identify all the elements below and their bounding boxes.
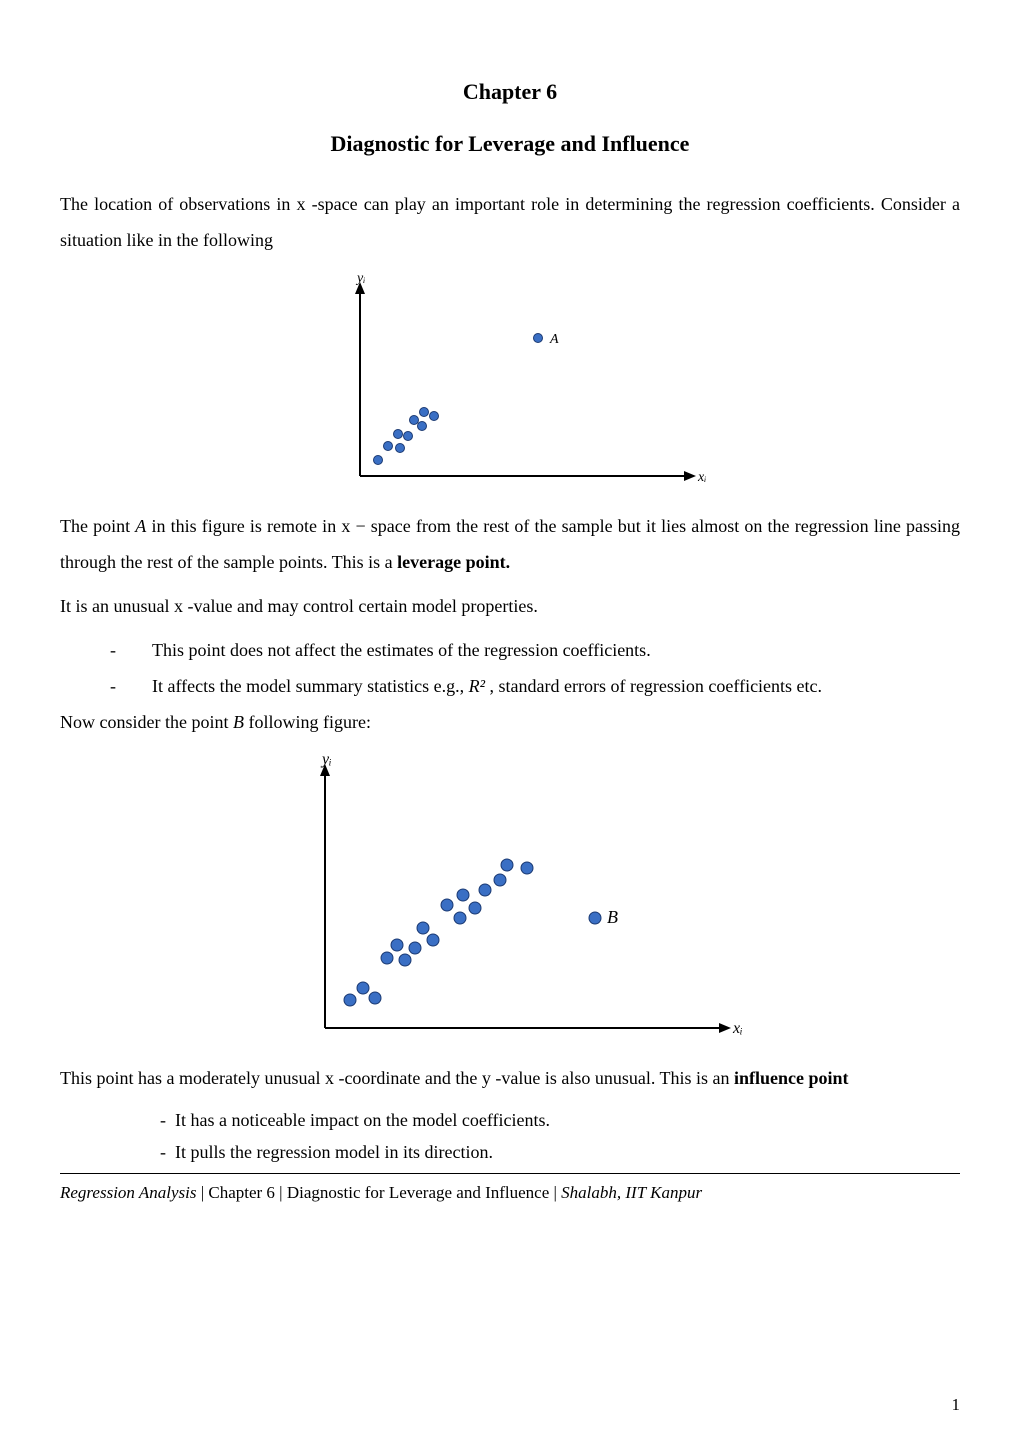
svg-text:B: B bbox=[607, 907, 618, 927]
footer-italic-2: Shalabh, IIT Kanpur bbox=[561, 1183, 702, 1202]
bullet-1-row: - This point does not affect the estimat… bbox=[110, 632, 960, 668]
p4-B: B bbox=[233, 712, 244, 732]
chapter-subtitle: Diagnostic for Leverage and Influence bbox=[60, 122, 960, 166]
chart-1-svg: yᵢ xᵢ A bbox=[310, 268, 710, 498]
bullet-2-pre: It affects the model summary statistics … bbox=[152, 676, 469, 696]
footer: Regression Analysis | Chapter 6 | Diagno… bbox=[60, 1173, 960, 1210]
paragraph-2: The point A in this figure is remote in … bbox=[60, 508, 960, 580]
bullet-2-row: - It affects the model summary statistic… bbox=[110, 668, 960, 704]
paragraph-3: It is an unusual x -value and may contro… bbox=[60, 588, 960, 624]
svg-text:yᵢ: yᵢ bbox=[355, 271, 365, 286]
paragraph-1: The location of observations in x -space… bbox=[60, 186, 960, 258]
page-number: 1 bbox=[952, 1388, 961, 1422]
svg-text:xᵢ: xᵢ bbox=[732, 1020, 743, 1037]
paragraph-4: Now consider the point B following figur… bbox=[60, 704, 960, 740]
bullet-3-text: It has a noticeable impact on the model … bbox=[175, 1110, 550, 1130]
footer-sep: | Chapter 6 | Diagnostic for Leverage an… bbox=[196, 1183, 561, 1202]
p2-bold: leverage point. bbox=[397, 552, 510, 572]
bullet-list-2: - It has a noticeable impact on the mode… bbox=[160, 1104, 960, 1169]
bullet-2-post: , standard errors of regression coeffici… bbox=[485, 676, 822, 696]
bullet-2-R2: R² bbox=[469, 676, 485, 696]
p2-pre: The point bbox=[60, 516, 135, 536]
svg-text:xᵢ: xᵢ bbox=[697, 470, 706, 485]
footer-italic-1: Regression Analysis bbox=[60, 1183, 196, 1202]
chapter-title: Chapter 6 bbox=[60, 70, 960, 114]
bullet-3-row: - It has a noticeable impact on the mode… bbox=[160, 1104, 960, 1136]
p4-post: following figure: bbox=[244, 712, 371, 732]
p4-pre: Now consider the point bbox=[60, 712, 233, 732]
bullet-4-row: - It pulls the regression model in its d… bbox=[160, 1136, 960, 1168]
svg-text:A: A bbox=[549, 332, 559, 347]
dash-icon: - bbox=[110, 676, 116, 696]
chart-2-svg: yᵢ xᵢ B bbox=[275, 750, 745, 1050]
dash-icon: - bbox=[160, 1110, 166, 1130]
paragraph-5: This point has a moderately unusual x -c… bbox=[60, 1060, 960, 1096]
p5-bold: influence point bbox=[734, 1068, 849, 1088]
p5-pre: This point has a moderately unusual x -c… bbox=[60, 1068, 734, 1088]
bullet-1-text: This point does not affect the estimates… bbox=[152, 640, 651, 660]
p2-A: A bbox=[135, 516, 146, 536]
svg-text:yᵢ: yᵢ bbox=[320, 751, 332, 768]
chart-1-wrap: yᵢ xᵢ A bbox=[60, 268, 960, 498]
dash-icon: - bbox=[160, 1142, 166, 1162]
bullet-list-1: - This point does not affect the estimat… bbox=[110, 632, 960, 704]
bullet-4-text: It pulls the regression model in its dir… bbox=[175, 1142, 493, 1162]
paragraph-1-text: The location of observations in x -space… bbox=[60, 194, 960, 250]
chart-2-wrap: yᵢ xᵢ B bbox=[60, 750, 960, 1050]
dash-icon: - bbox=[110, 640, 116, 660]
